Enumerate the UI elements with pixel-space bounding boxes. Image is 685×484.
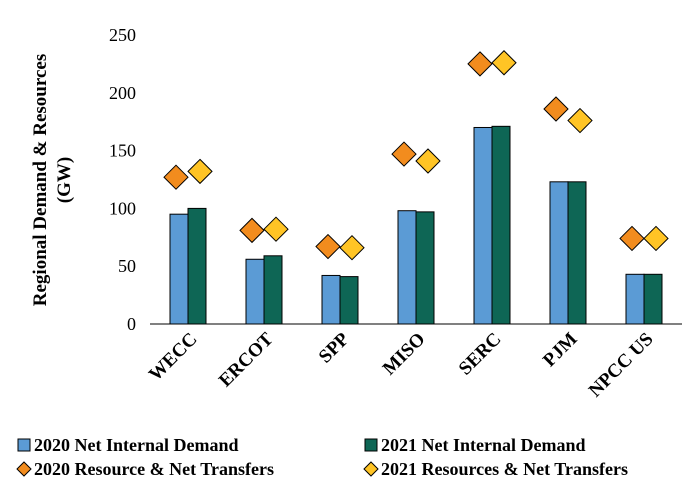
bar: [339, 276, 359, 325]
legend-swatch: [17, 438, 31, 452]
y-tick-label: 150: [109, 141, 136, 161]
y-tick-label: 100: [109, 198, 136, 218]
markers: [163, 50, 669, 261]
x-axis: WECC ERCOT SPP MISO SERC PJM NPCC US: [145, 323, 682, 402]
y-tick-label: 200: [109, 83, 136, 103]
x-tick-label: WECC: [145, 329, 202, 386]
legend-swatch: [16, 461, 32, 477]
bar: [187, 207, 207, 325]
y-tick-label: 250: [109, 25, 136, 45]
legend-label: 2020 Net Internal Demand: [34, 435, 239, 455]
marker: [643, 225, 669, 252]
x-tick-label: MISO: [379, 329, 430, 380]
marker: [239, 217, 265, 244]
bar: [643, 273, 663, 325]
marker: [263, 216, 289, 242]
bar: [491, 125, 511, 325]
marker: [467, 51, 493, 77]
bars: [169, 125, 663, 325]
y-tick-label: 50: [118, 256, 136, 276]
bar: [263, 255, 283, 325]
bar: [567, 181, 587, 325]
marker: [187, 158, 213, 185]
legend-label: 2021 Net Internal Demand: [381, 435, 586, 455]
marker: [491, 50, 517, 76]
x-tick-label: PJM: [539, 329, 582, 372]
bar: [415, 211, 435, 325]
marker: [619, 225, 645, 252]
x-tick-label: SERC: [455, 329, 506, 380]
bar: [169, 213, 189, 325]
marker: [415, 148, 441, 174]
x-tick-label: SPP: [315, 328, 354, 367]
bar: [549, 181, 569, 325]
legend-swatch: [364, 438, 378, 452]
marker: [567, 107, 593, 134]
legend-label: 2021 Resources & Net Transfers: [381, 459, 628, 479]
y-tick-label: 0: [127, 314, 136, 334]
legend-label: 2020 Resource & Net Transfers: [34, 459, 274, 479]
legend: 2020 Net Internal Demand 2021 Net Interna…: [16, 435, 628, 479]
x-tick-label: NPCC US: [585, 329, 658, 402]
marker: [391, 141, 417, 167]
bar: [397, 210, 417, 325]
y-axis-label-line: Regional Demand & Resources: [30, 54, 51, 306]
bar: [245, 258, 265, 325]
x-tick-label: ERCOT: [215, 328, 278, 391]
marker: [543, 96, 569, 122]
legend-swatch: [363, 461, 379, 477]
y-axis-label-line: (GW): [54, 157, 75, 203]
bar: [473, 126, 493, 325]
marker: [315, 233, 341, 260]
y-axis: 0 50 100 150 200 250: [109, 25, 136, 334]
bar: [321, 274, 341, 325]
y-axis-label: Regional Demand & Resources (GW): [30, 54, 75, 306]
y-axis-title: Regional Demand & Resources (GW): [30, 54, 75, 306]
marker: [339, 234, 365, 261]
marker: [163, 164, 189, 190]
bar: [625, 273, 645, 325]
